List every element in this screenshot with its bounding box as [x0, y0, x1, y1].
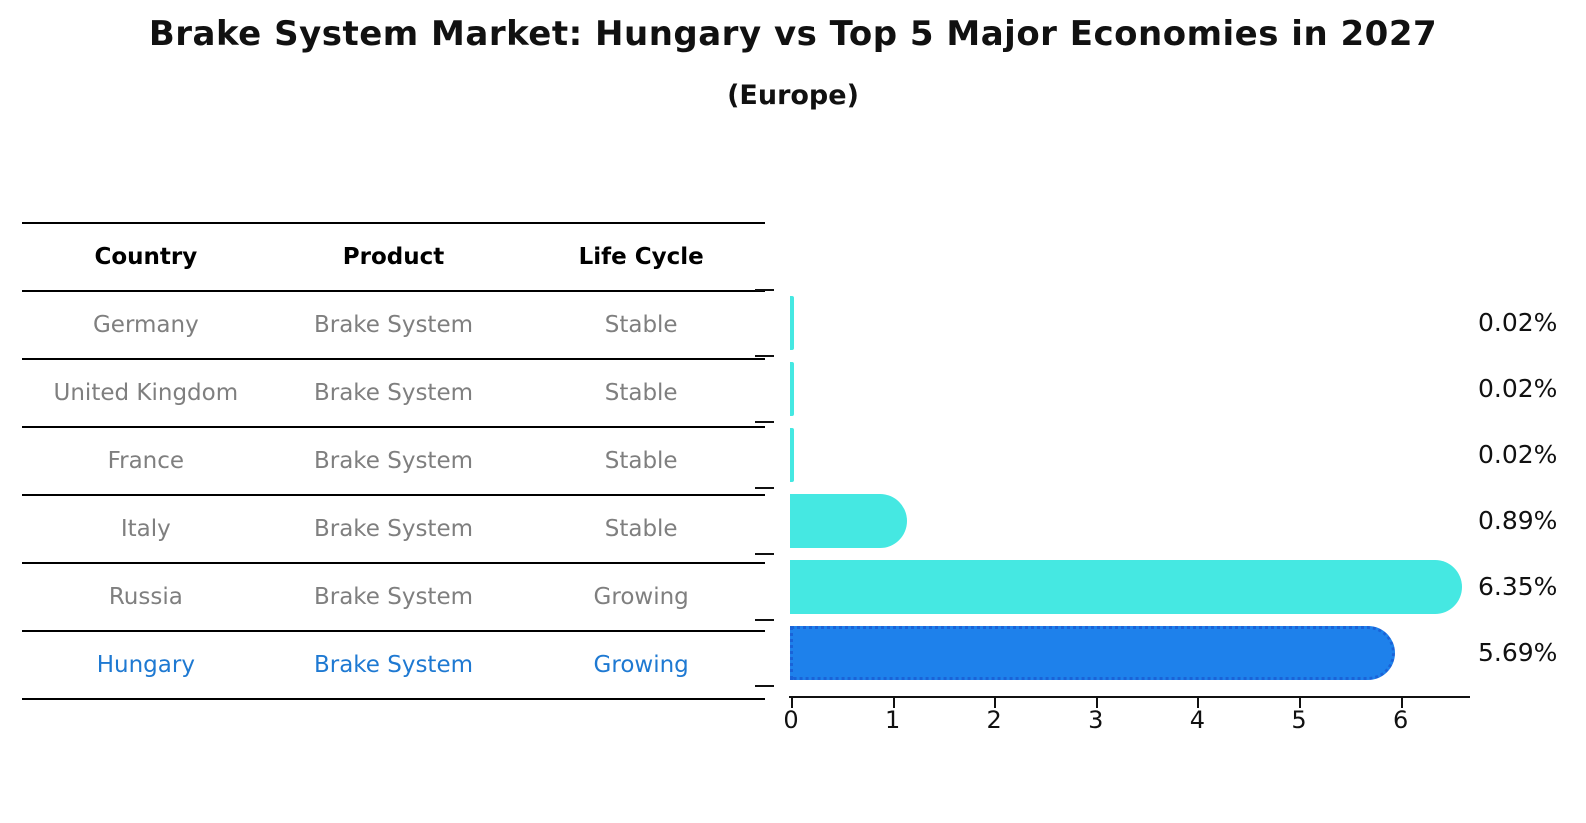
x-axis-tick — [994, 698, 997, 708]
x-axis-tick — [1095, 698, 1098, 708]
cell-product: Brake System — [313, 652, 474, 678]
y-axis-tick — [755, 685, 774, 687]
column-header-country: Country — [94, 244, 198, 270]
cell-country: Germany — [92, 312, 199, 338]
cell-product: Brake System — [313, 516, 474, 542]
bar-germany — [790, 296, 794, 350]
table-row-italy: Italy Brake System Stable — [22, 496, 765, 564]
x-axis-tick — [892, 698, 895, 708]
cell-country: Russia — [108, 584, 183, 610]
y-axis-tick — [755, 487, 774, 489]
cell-product: Brake System — [313, 448, 474, 474]
bar-france — [790, 428, 794, 482]
y-axis-tick — [755, 421, 774, 423]
table-row-united-kingdom: United Kingdom Brake System Stable — [22, 360, 765, 428]
chart-title: Brake System Market: Hungary vs Top 5 Ma… — [148, 14, 1438, 54]
cell-product: Brake System — [313, 312, 474, 338]
x-axis-line — [789, 696, 1470, 698]
x-axis-label-4: 4 — [1189, 706, 1206, 734]
value-label-united-kingdom: 0.02% — [1478, 374, 1558, 403]
cell-product: Brake System — [313, 380, 474, 406]
column-header-product: Product — [342, 244, 445, 270]
cell-country: United Kingdom — [53, 380, 239, 406]
value-label-italy: 0.89% — [1478, 506, 1558, 535]
value-label-russia: 6.35% — [1478, 572, 1558, 601]
x-axis-label-1: 1 — [884, 706, 901, 734]
value-label-germany: 0.02% — [1478, 308, 1558, 337]
cell-country: France — [107, 448, 185, 474]
cell-country: Italy — [120, 516, 171, 542]
cell-life-cycle: Stable — [604, 312, 678, 338]
y-axis-tick — [755, 619, 774, 621]
column-header-life-cycle: Life Cycle — [578, 244, 704, 270]
x-axis-label-3: 3 — [1088, 706, 1104, 734]
cell-country: Hungary — [96, 652, 195, 678]
x-axis-label-0: 0 — [783, 706, 799, 734]
table-header-row: Country Product Life Cycle — [22, 224, 765, 292]
country-table: Country Product Life Cycle Germany Brake Sys… — [22, 222, 765, 700]
cell-product: Brake System — [313, 584, 474, 610]
cell-life-cycle: Growing — [593, 652, 689, 678]
x-axis-tick — [1400, 698, 1403, 708]
cell-life-cycle: Stable — [604, 448, 678, 474]
x-axis-tick — [791, 698, 793, 708]
value-label-france: 0.02% — [1478, 440, 1558, 469]
x-axis-label-6: 6 — [1392, 706, 1409, 734]
y-axis-tick — [755, 355, 774, 357]
bar-russia — [790, 560, 1463, 614]
y-axis-tick — [755, 553, 774, 555]
y-axis-tick — [755, 289, 774, 291]
cell-life-cycle: Stable — [604, 380, 678, 406]
table-row-hungary: Hungary Brake System Growing — [22, 632, 765, 700]
bar-united-kingdom — [790, 362, 794, 416]
value-label-hungary: 5.69% — [1478, 638, 1558, 667]
cell-life-cycle: Growing — [593, 584, 689, 610]
table-row-russia: Russia Brake System Growing — [22, 564, 765, 632]
x-axis-label-5: 5 — [1291, 706, 1307, 734]
cell-life-cycle: Stable — [604, 516, 678, 542]
x-axis-tick — [1197, 698, 1200, 708]
x-axis-label-2: 2 — [986, 706, 1002, 734]
chart-subtitle: (Europe) — [727, 80, 859, 111]
bar-hungary — [790, 626, 1396, 680]
table-row-france: France Brake System Stable — [22, 428, 765, 496]
table-row-germany: Germany Brake System Stable — [22, 292, 765, 360]
x-axis-tick — [1299, 698, 1301, 708]
bar-italy — [790, 494, 908, 548]
